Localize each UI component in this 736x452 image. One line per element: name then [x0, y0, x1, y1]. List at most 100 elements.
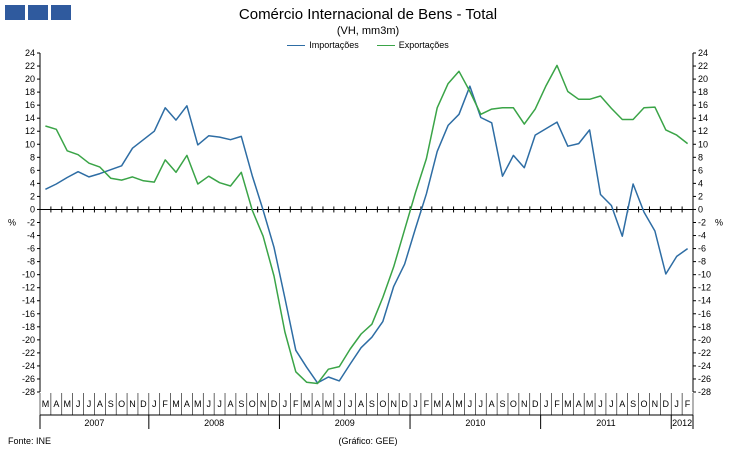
- y-tick-label-right: 8: [698, 152, 703, 162]
- series-line-exportacoes: [45, 64, 689, 385]
- y-axis-label-right: %: [715, 218, 723, 228]
- month-label: M: [564, 399, 572, 409]
- y-tick-label-left: 8: [30, 152, 35, 162]
- year-label: 2008: [204, 418, 224, 428]
- month-label: A: [489, 399, 495, 409]
- month-label: N: [129, 399, 136, 409]
- y-tick-label-left: 24: [25, 48, 35, 58]
- month-label: A: [227, 399, 233, 409]
- y-tick-label-right: -4: [698, 231, 706, 241]
- month-label: M: [42, 399, 50, 409]
- month-label: J: [413, 399, 418, 409]
- month-label: J: [479, 399, 484, 409]
- y-tick-label-left: -4: [27, 231, 35, 241]
- y-tick-label-right: -12: [698, 283, 711, 293]
- month-label: J: [544, 399, 549, 409]
- month-label: S: [108, 399, 114, 409]
- month-label: M: [303, 399, 311, 409]
- y-tick-label-left: 12: [25, 126, 35, 136]
- y-tick-label-left: 0: [30, 204, 35, 214]
- month-label: J: [674, 399, 679, 409]
- month-label: D: [663, 399, 670, 409]
- y-tick-label-left: 18: [25, 87, 35, 97]
- month-label: S: [630, 399, 636, 409]
- y-tick-label-right: -14: [698, 296, 711, 306]
- month-label: N: [652, 399, 659, 409]
- month-label: N: [521, 399, 528, 409]
- month-label: M: [172, 399, 180, 409]
- y-tick-label-left: -26: [22, 374, 35, 384]
- y-tick-label-left: -20: [22, 335, 35, 345]
- y-tick-label-left: 20: [25, 74, 35, 84]
- month-label: S: [500, 399, 506, 409]
- y-tick-label-right: -8: [698, 257, 706, 267]
- month-label: O: [379, 399, 386, 409]
- y-axis-label-left: %: [8, 218, 16, 228]
- month-label: N: [260, 399, 267, 409]
- month-label: S: [369, 399, 375, 409]
- month-label: A: [358, 399, 364, 409]
- month-label: J: [283, 399, 288, 409]
- month-label: M: [433, 399, 441, 409]
- legend-label-exportacoes: Exportações: [398, 40, 449, 50]
- series-line-importacoes: [45, 85, 689, 384]
- y-tick-label-left: -6: [27, 244, 35, 254]
- month-label: J: [76, 399, 81, 409]
- month-label: O: [641, 399, 648, 409]
- month-label: A: [576, 399, 582, 409]
- y-tick-label-right: 12: [698, 126, 708, 136]
- y-tick-label-right: 16: [698, 100, 708, 110]
- y-tick-label-left: 10: [25, 139, 35, 149]
- month-label: D: [532, 399, 539, 409]
- logo-block: [51, 5, 71, 20]
- y-tick-label-left: -16: [22, 309, 35, 319]
- y-tick-label-right: -10: [698, 270, 711, 280]
- month-label: A: [445, 399, 451, 409]
- year-label: 2011: [596, 418, 615, 428]
- y-tick-label-right: -18: [698, 322, 711, 332]
- month-label: O: [510, 399, 517, 409]
- chart-subtitle: (VH, mm3m): [336, 25, 400, 37]
- y-tick-label-right: 10: [698, 139, 708, 149]
- y-tick-label-right: -26: [698, 374, 711, 384]
- month-label: M: [325, 399, 333, 409]
- month-label: A: [184, 399, 190, 409]
- y-tick-label-left: -14: [22, 296, 35, 306]
- y-tick-label-right: -2: [698, 218, 706, 228]
- legend-line-exportacoes: [376, 44, 395, 46]
- y-tick-label-right: 0: [698, 204, 703, 214]
- month-label: J: [217, 399, 222, 409]
- y-tick-label-right: -16: [698, 309, 711, 319]
- month-label: A: [315, 399, 321, 409]
- y-tick-label-left: -8: [27, 257, 35, 267]
- y-tick-label-left: 14: [25, 113, 35, 123]
- y-tick-label-left: -28: [22, 387, 35, 397]
- year-label: 2007: [84, 418, 104, 428]
- y-tick-label-right: 24: [698, 48, 708, 58]
- y-tick-label-right: -24: [698, 361, 711, 371]
- legend: Importações Exportações: [0, 40, 736, 50]
- month-label: S: [238, 399, 244, 409]
- month-label: J: [468, 399, 473, 409]
- legend-item-importacoes: Importações: [287, 40, 359, 50]
- month-label: J: [152, 399, 157, 409]
- month-label: O: [249, 399, 256, 409]
- source-note: Fonte: INE: [8, 436, 52, 446]
- month-label: F: [162, 399, 168, 409]
- y-tick-label-left: -12: [22, 283, 35, 293]
- y-tick-label-right: -28: [698, 387, 711, 397]
- y-tick-label-right: 22: [698, 61, 708, 71]
- month-label: F: [424, 399, 430, 409]
- y-tick-label-left: -22: [22, 348, 35, 358]
- month-label: D: [401, 399, 408, 409]
- y-tick-label-right: -20: [698, 335, 711, 345]
- month-label: M: [455, 399, 463, 409]
- month-label: O: [118, 399, 125, 409]
- month-label: J: [348, 399, 353, 409]
- month-label: D: [140, 399, 147, 409]
- y-tick-label-right: 6: [698, 165, 703, 175]
- logo-block: [5, 5, 25, 20]
- y-tick-label-left: -24: [22, 361, 35, 371]
- y-tick-label-right: 14: [698, 113, 708, 123]
